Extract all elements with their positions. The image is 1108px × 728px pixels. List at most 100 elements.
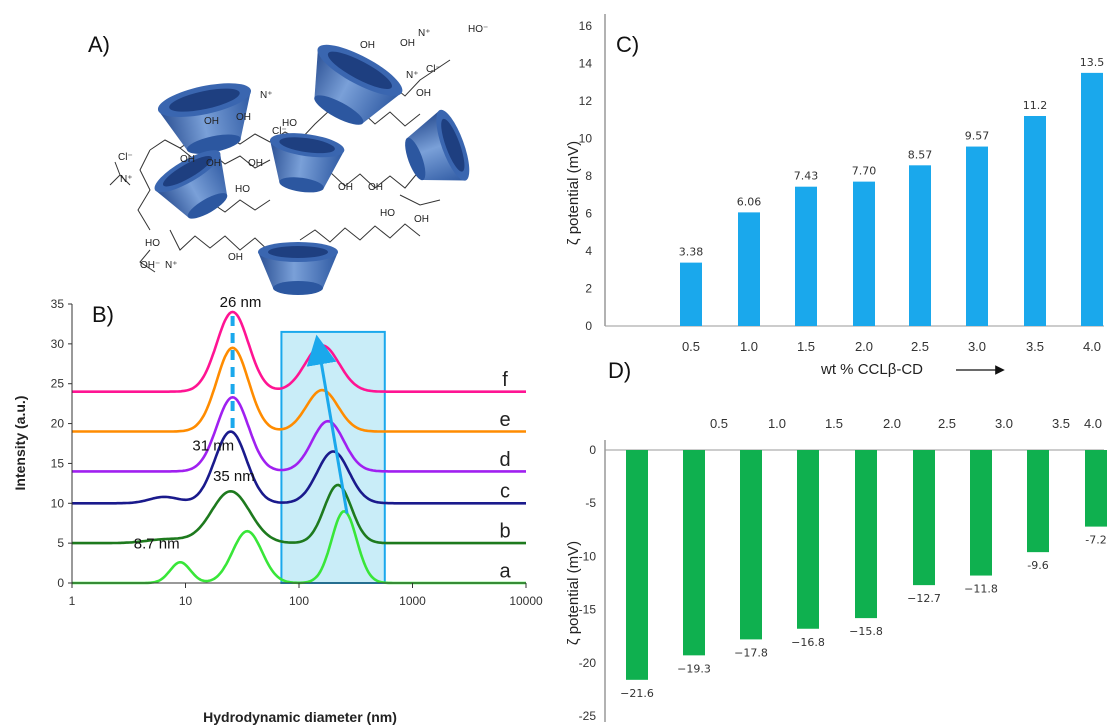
curve-label: a — [499, 560, 511, 582]
peak-shift-arrow — [306, 334, 349, 514]
annotation-8-7nm: 8.7 nm — [134, 536, 180, 553]
zeta-neg-bar — [683, 450, 705, 656]
cyclodextrin-icon — [154, 150, 228, 219]
annotation-35nm: 35 nm — [213, 468, 255, 485]
y-tick-label: 15 — [51, 456, 65, 470]
zeta-pos-y-axis-label: ζ potential (mV) — [565, 141, 582, 245]
zeta-pos-bar — [966, 146, 988, 326]
panel-b-label: B) — [92, 302, 114, 327]
x-tick-label: 3.0 — [968, 339, 986, 354]
value-label: -9.6 — [1027, 559, 1048, 572]
x-tick-label: 0.5 — [682, 339, 700, 354]
chem-label: OH — [228, 252, 243, 263]
zeta-pos-bar — [909, 165, 931, 326]
chem-label: N⁺ — [260, 90, 273, 101]
dls-curve-f — [72, 310, 526, 393]
zeta-neg-bar — [1027, 450, 1049, 553]
zeta-neg-bars — [626, 450, 1107, 680]
x-tick-label: 1 — [69, 594, 76, 608]
chem-label: OH — [414, 214, 429, 225]
dls-curve-b — [72, 483, 526, 545]
y-tick-label: 4 — [585, 244, 592, 258]
x-tick-label: 3.0 — [995, 416, 1013, 431]
chem-label: HO — [282, 118, 297, 129]
x-tick-label: 2.5 — [911, 339, 929, 354]
zeta-neg-bar — [855, 450, 877, 619]
chem-label: HO — [380, 208, 395, 219]
value-label: −12.7 — [907, 592, 941, 605]
cyclodextrin-icon — [269, 133, 345, 193]
curve-label: d — [499, 449, 510, 471]
x-tick-label: 1.5 — [797, 339, 815, 354]
value-label: -7.2 — [1085, 534, 1106, 547]
cyclodextrin-icon — [258, 242, 338, 295]
value-label: 11.2 — [1023, 99, 1048, 112]
y-tick-label: 5 — [57, 536, 64, 550]
y-tick-label: 35 — [51, 297, 65, 311]
chem-label: Cl⁻ — [272, 126, 287, 137]
y-tick-label: -20 — [579, 656, 597, 670]
chem-label: OH — [204, 116, 219, 127]
zeta-neg-bar — [913, 450, 935, 586]
chem-label: OH — [206, 158, 221, 169]
y-tick-label: 12 — [579, 94, 593, 108]
y-tick-label: 10 — [51, 496, 65, 510]
x-tick-label: 2.0 — [883, 416, 901, 431]
chem-label: Cl⁻ — [426, 64, 441, 75]
chem-label: N⁺ — [165, 260, 178, 271]
value-label: −15.8 — [849, 625, 883, 638]
panel-a: A) — [88, 24, 488, 295]
y-tick-label: 6 — [585, 207, 592, 221]
cyclodextrin-icon — [157, 83, 252, 154]
x-tick-label: 1.0 — [740, 339, 758, 354]
chem-label: OH — [248, 158, 263, 169]
zeta-neg-value-labels: −21.6 −19.3 −17.8 −16.8 −15.8 −12.7 −11.8 -9.6 -… — [620, 534, 1107, 700]
curve-label: b — [499, 521, 510, 543]
zeta-neg-y-ticks: 0 -5 -10 -15 -20 -25 — [579, 443, 597, 723]
zeta-pos-bar — [1081, 72, 1103, 326]
zeta-neg-y-axis-label: ζ potential (mV) — [565, 541, 582, 645]
x-tick-label: 1.5 — [825, 416, 843, 431]
y-tick-label: -5 — [585, 496, 596, 510]
y-tick-label: 0 — [589, 443, 596, 457]
y-tick-label: -10 — [579, 549, 597, 563]
chem-label: HO⁻ — [468, 24, 488, 35]
chem-label: N⁺ — [120, 174, 133, 185]
x-tick-label: 100 — [289, 594, 309, 608]
chem-label: N⁺ — [406, 70, 419, 81]
x-tick-label: 1000 — [399, 594, 426, 608]
panel-d-label: D) — [608, 358, 631, 383]
value-label: −16.8 — [791, 636, 825, 649]
y-tick-label: -15 — [579, 603, 597, 617]
zeta-neg-bar — [797, 450, 819, 629]
value-label: 7.70 — [852, 165, 877, 178]
annotation-26nm: 26 nm — [220, 294, 262, 311]
dls-y-ticks: 0 5 10 15 20 25 30 35 — [51, 297, 72, 590]
panel-c-label: C) — [616, 32, 639, 57]
cyclodextrin-icon — [405, 109, 470, 181]
curve-label: e — [499, 409, 510, 431]
cyclodextrin-icon — [314, 44, 403, 125]
panel-d: D) 0-5-10-15-20-25 −21.6−19.3−17.8−16.8−… — [565, 358, 1107, 723]
zeta-pos-y-ticks: 0 2 4 6 8 10 12 14 16 — [579, 19, 593, 333]
dls-y-axis-label: Intensity (a.u.) — [12, 396, 28, 491]
y-tick-label: 10 — [579, 132, 593, 146]
x-tick-label: 2.5 — [938, 416, 956, 431]
chem-label: OH⁻ — [140, 260, 160, 271]
dls-curve-c — [72, 430, 526, 505]
structure-labels: OH OH OH OH OH OH OH OH OH OH OH HO HO H… — [118, 24, 488, 271]
zeta-neg-bar — [740, 450, 762, 640]
curve-label: f — [502, 369, 508, 391]
y-tick-label: 30 — [51, 337, 65, 351]
value-label: 8.57 — [908, 148, 933, 161]
zeta-pos-bar — [1024, 116, 1046, 326]
chem-label: OH — [368, 182, 383, 193]
value-label: 9.57 — [965, 130, 990, 143]
chem-label: OH — [236, 112, 251, 123]
x-tick-label: 3.5 — [1026, 339, 1044, 354]
x-tick-label: 1.0 — [768, 416, 786, 431]
chem-label: HO — [145, 238, 160, 249]
zeta-pos-bar — [795, 186, 817, 326]
